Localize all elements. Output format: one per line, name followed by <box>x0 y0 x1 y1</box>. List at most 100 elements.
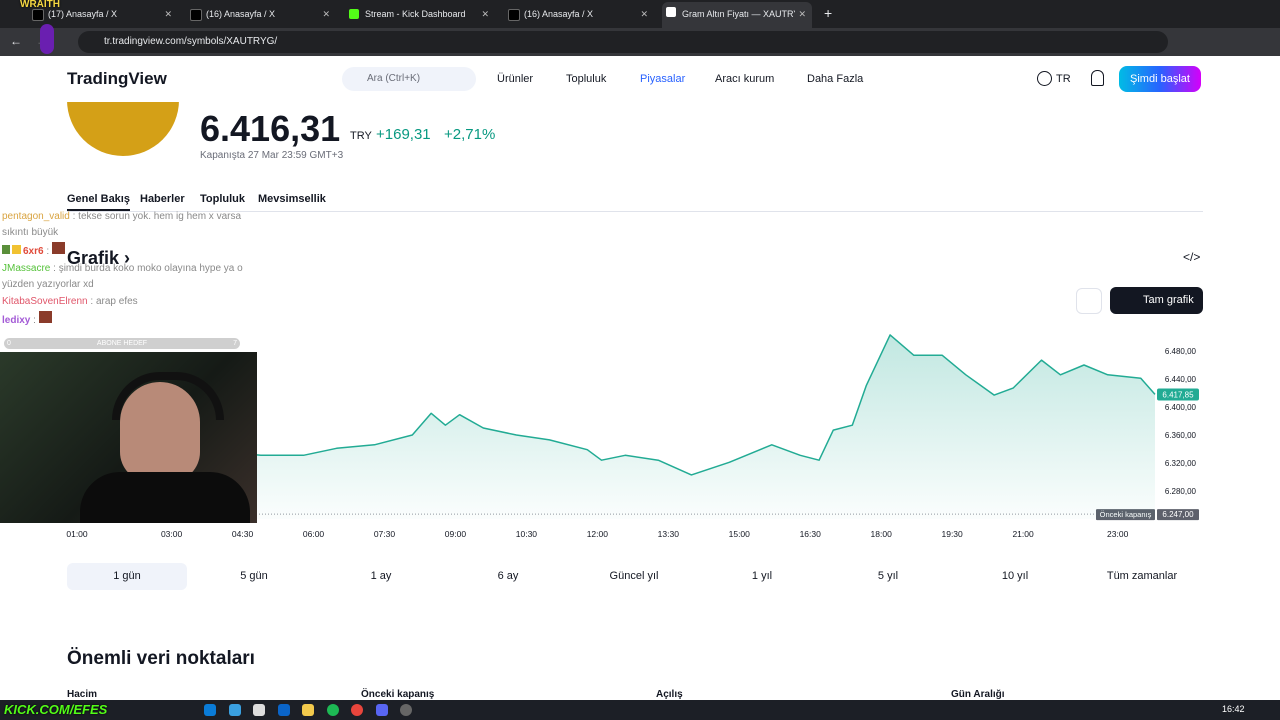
nav-link[interactable]: Ürünler <box>497 73 534 85</box>
column-header: Önceki kapanış <box>361 689 435 700</box>
nav-link[interactable]: Topluluk <box>566 73 607 85</box>
tab-title: (17) Anasayfa / X <box>48 9 118 19</box>
toolbar: ← → tr.tradingview.com/symbols/XAUTRYG/ <box>0 28 1280 56</box>
brand: WRAITH <box>20 0 60 10</box>
page-tab[interactable]: Topluluk <box>200 193 246 205</box>
column-header: Gün Aralığı <box>951 689 1005 700</box>
change: +169,31 <box>376 126 431 143</box>
chat-text: : <box>46 246 50 257</box>
address-bar[interactable]: tr.tradingview.com/symbols/XAUTRYG/ <box>78 31 1168 53</box>
y-tick-label: 6.360,00 <box>1165 431 1197 440</box>
chat-text: : arap efes <box>90 296 138 307</box>
taskbar-icon[interactable] <box>253 704 265 716</box>
column-header: Açılış <box>656 689 683 700</box>
chart-heading[interactable]: Grafik › <box>67 248 131 268</box>
last-price-label: 6.417,85 <box>1162 391 1194 400</box>
range-button[interactable]: 1 ay <box>370 570 392 582</box>
last-price-box <box>1157 388 1199 401</box>
goal-label: ABONE HEDEF <box>96 340 148 347</box>
x-tick-label: 04:30 <box>232 529 254 539</box>
price: 6.416,31 <box>200 108 341 149</box>
range-button[interactable]: Güncel yıl <box>609 570 659 582</box>
range-button[interactable]: 5 gün <box>240 570 268 582</box>
taskbar: KICK.COM/EFES 16:42 <box>0 700 1280 720</box>
range-button[interactable]: 5 yıl <box>877 570 899 582</box>
x-tick-label: 01:00 <box>66 529 88 539</box>
taskbar-icon[interactable] <box>400 704 412 716</box>
taskbar-icon[interactable] <box>327 704 339 716</box>
nav-link[interactable]: Piyasalar <box>640 73 686 85</box>
y-tick-label: 6.480,00 <box>1165 347 1197 356</box>
y-tick-label: 6.400,00 <box>1165 403 1197 412</box>
range-button[interactable]: 1 gün <box>67 563 187 590</box>
snapshot-button[interactable] <box>1076 288 1102 314</box>
tab-title: Gram Altın Fiyatı — XAUTRYG G <box>682 9 807 19</box>
chat-message: KitabaSovenElrenn : arap efes <box>2 294 270 310</box>
previous-close-box <box>1157 509 1199 521</box>
browser-tab[interactable]: (16) Anasayfa / X ✕ <box>186 4 336 24</box>
tab-title: (16) Anasayfa / X <box>206 9 276 19</box>
section-title: Önemli veri noktaları <box>67 648 255 669</box>
browser-tab[interactable]: (17) Anasayfa / X ✕ <box>28 4 178 24</box>
user-icon[interactable] <box>1091 70 1104 86</box>
page-tab[interactable]: Haberler <box>140 193 185 205</box>
chat-user: KitabaSovenElrenn <box>2 296 88 307</box>
language[interactable]: TR <box>1056 73 1071 85</box>
browser-tab[interactable]: Stream - Kick Dashboard ✕ <box>345 4 495 24</box>
range-button[interactable]: 1 yıl <box>751 570 773 582</box>
x-tick-label: 12:00 <box>587 529 609 539</box>
taskbar-icon[interactable] <box>351 704 363 716</box>
chat-user: JMassacre <box>2 263 51 274</box>
browser-tab[interactable]: (16) Anasayfa / X ✕ <box>504 4 654 24</box>
nav-link[interactable]: Aracı kurum <box>715 73 775 85</box>
logo[interactable]: TradingView <box>67 69 167 88</box>
chat-user: pentagon_valid <box>2 211 70 222</box>
x-tick-label: 06:00 <box>303 529 325 539</box>
browser-tab[interactable]: Gram Altın Fiyatı — XAUTRYG G✕ <box>662 2 812 28</box>
goal-bar: 0 ABONE HEDEF 7 <box>4 338 240 349</box>
x-tick-label: 19:30 <box>941 529 963 539</box>
range-button[interactable]: 10 yıl <box>1001 570 1029 582</box>
y-tick-label: 6.280,00 <box>1165 487 1197 496</box>
taskbar-icon[interactable] <box>278 704 290 716</box>
chat-text: : <box>33 315 36 326</box>
column-header: Hacim <box>67 689 98 700</box>
start-button[interactable]: Şimdi başlat <box>1119 66 1201 92</box>
chat-user: ledixy <box>2 315 31 326</box>
taskbar-icon[interactable] <box>302 704 314 716</box>
closed-at: Kapanışta 27 Mar 23:59 GMT+3 <box>200 150 344 161</box>
tab-strip: (17) Anasayfa / X ✕ (16) Anasayfa / X ✕ St… <box>0 0 1280 28</box>
range-button[interactable]: 6 ay <box>497 570 519 582</box>
previous-close-label: 6.247,00 <box>1162 510 1194 519</box>
chat-message: 6xr6 : <box>2 242 270 260</box>
search-box[interactable]: Ara (Ctrl+K) <box>342 67 476 91</box>
taskbar-icon[interactable] <box>376 704 388 716</box>
chat-message: ledixy : <box>2 311 270 329</box>
x-tick-label: 18:00 <box>871 529 893 539</box>
nav-link[interactable]: Daha Fazla <box>807 73 864 85</box>
full-chart-button[interactable]: Tam grafik <box>1110 287 1203 314</box>
tab-title: Stream - Kick Dashboard <box>365 9 466 19</box>
embed-icon[interactable]: </> <box>1183 250 1201 264</box>
brand-logo <box>40 24 54 54</box>
chat-user: 6xr6 <box>23 246 44 257</box>
chat-text: : tekse sorun yok. hem ig hem x varsa sı… <box>2 211 242 238</box>
y-tick-label: 6.320,00 <box>1165 459 1197 468</box>
divider <box>67 211 1203 212</box>
x-tick-label: 16:30 <box>800 529 822 539</box>
page-tab[interactable]: Mevsimsellik <box>258 193 326 205</box>
taskbar-icon[interactable] <box>229 704 241 716</box>
new-tab[interactable]: + <box>824 5 833 21</box>
page-tab[interactable]: Genel Bakış <box>67 193 130 211</box>
back-button[interactable]: ← <box>10 34 22 48</box>
clock: 16:42 <box>1222 704 1245 714</box>
price-area <box>67 334 1155 519</box>
x-tick-label: 03:00 <box>161 529 183 539</box>
range-button[interactable]: Tüm zamanlar <box>1106 570 1178 582</box>
taskbar-icon[interactable] <box>204 704 216 716</box>
globe-icon[interactable] <box>1037 71 1052 86</box>
x-tick-label: 09:00 <box>445 529 467 539</box>
chat-message: pentagon_valid : tekse sorun yok. hem ig… <box>2 209 270 241</box>
